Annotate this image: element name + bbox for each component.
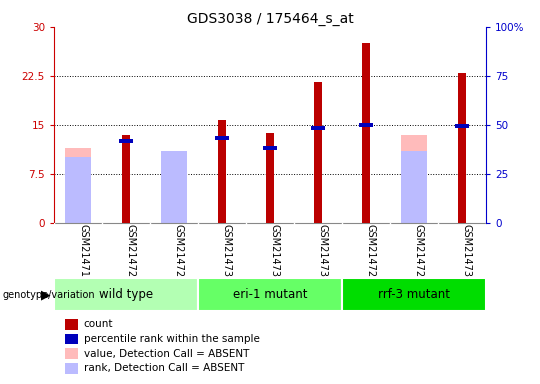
- Text: rank, Detection Call = ABSENT: rank, Detection Call = ABSENT: [84, 363, 244, 373]
- Text: GSM214716: GSM214716: [78, 224, 88, 283]
- Bar: [401, 151, 427, 223]
- Bar: [198, 278, 342, 311]
- Bar: [266, 132, 274, 223]
- Bar: [65, 148, 91, 223]
- Bar: [311, 126, 325, 130]
- Bar: [455, 124, 469, 128]
- Bar: [458, 73, 467, 223]
- Bar: [218, 119, 226, 223]
- Text: wild type: wild type: [99, 288, 153, 301]
- Text: GSM214730: GSM214730: [462, 224, 472, 283]
- Bar: [401, 135, 427, 223]
- Text: GSM214728: GSM214728: [366, 224, 376, 284]
- Bar: [161, 151, 187, 223]
- Text: rrf-3 mutant: rrf-3 mutant: [378, 288, 450, 301]
- Text: eri-1 mutant: eri-1 mutant: [233, 288, 307, 301]
- Text: GSM214727: GSM214727: [174, 224, 184, 284]
- Text: genotype/variation: genotype/variation: [3, 290, 96, 300]
- Bar: [215, 136, 229, 140]
- Text: ▶: ▶: [41, 288, 51, 301]
- Bar: [359, 123, 373, 127]
- Text: GSM214725: GSM214725: [126, 224, 136, 284]
- Bar: [264, 146, 276, 150]
- Bar: [65, 157, 91, 223]
- Text: GSM214732: GSM214732: [270, 224, 280, 284]
- Bar: [362, 43, 370, 223]
- Bar: [119, 139, 133, 143]
- Bar: [342, 278, 486, 311]
- Text: percentile rank within the sample: percentile rank within the sample: [84, 334, 260, 344]
- Bar: [54, 278, 198, 311]
- Text: value, Detection Call = ABSENT: value, Detection Call = ABSENT: [84, 349, 249, 359]
- Bar: [314, 83, 322, 223]
- Bar: [122, 135, 130, 223]
- Text: GSM214733: GSM214733: [318, 224, 328, 283]
- Title: GDS3038 / 175464_s_at: GDS3038 / 175464_s_at: [187, 12, 353, 26]
- Text: GSM214731: GSM214731: [222, 224, 232, 283]
- Text: count: count: [84, 319, 113, 329]
- Text: GSM214729: GSM214729: [414, 224, 424, 284]
